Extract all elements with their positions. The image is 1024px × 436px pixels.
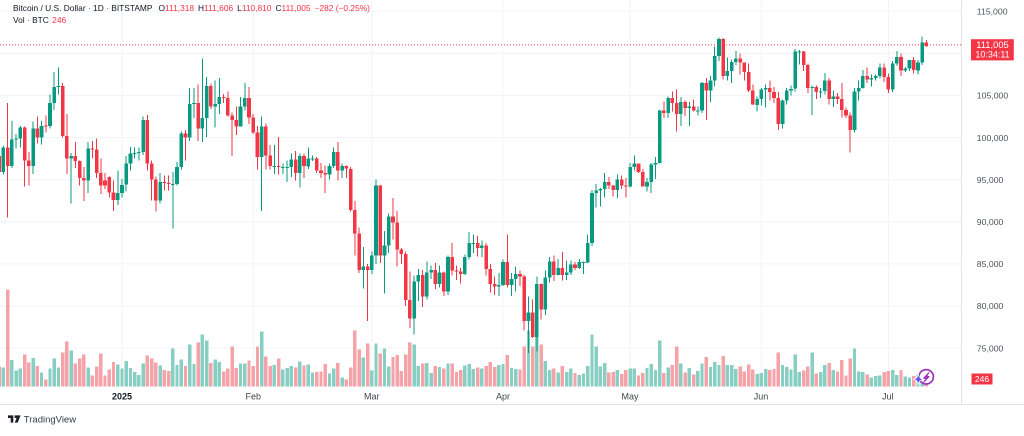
svg-text:Jul: Jul (882, 392, 894, 402)
svg-text:Vol · BTC 246: Vol · BTC 246 (13, 15, 66, 25)
svg-text:246: 246 (975, 374, 990, 384)
svg-text:Apr: Apr (496, 392, 510, 402)
svg-text:Feb: Feb (246, 392, 262, 402)
svg-text:85,000: 85,000 (977, 259, 1004, 269)
svg-text:100,000: 100,000 (977, 133, 1009, 143)
svg-text:75,000: 75,000 (977, 343, 1004, 353)
svg-text:105,000: 105,000 (977, 91, 1009, 101)
svg-text:111,005: 111,005 (976, 39, 1009, 50)
svg-text:80,000: 80,000 (977, 301, 1004, 311)
svg-text:Mar: Mar (364, 392, 380, 402)
svg-text:2025: 2025 (112, 392, 132, 402)
svg-text:Bitcoin / U.S. Dollar · 1D · B: Bitcoin / U.S. Dollar · 1D · BITSTAMP O11… (13, 3, 370, 13)
svg-text:90,000: 90,000 (977, 217, 1004, 227)
svg-text:10:34:11: 10:34:11 (975, 50, 1009, 60)
svg-text:TradingView: TradingView (24, 414, 76, 425)
svg-text:95,000: 95,000 (977, 175, 1004, 185)
svg-text:115,000: 115,000 (977, 7, 1008, 17)
svg-text:May: May (621, 392, 639, 402)
svg-text:Jun: Jun (754, 392, 769, 402)
